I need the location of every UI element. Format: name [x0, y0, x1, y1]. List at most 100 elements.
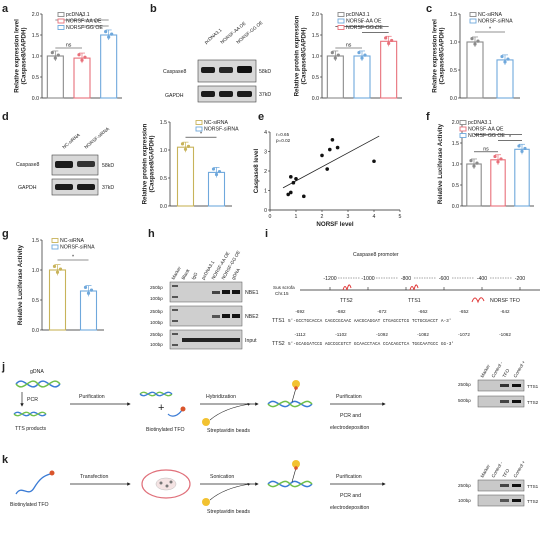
y-tick-label: 2.0 — [32, 12, 39, 18]
western-blot-d: NC-siRNA NORSF-siRNA Caspase8 GAPDH 58kD… — [16, 126, 114, 196]
marker-label: 100bp — [150, 296, 163, 301]
data-point — [104, 30, 108, 34]
data-point — [320, 153, 324, 158]
row-label: NBE1 — [245, 290, 259, 296]
step-label: Purification — [336, 474, 362, 480]
lane-label: gDNA — [231, 267, 242, 281]
position-label: -642 — [500, 309, 510, 314]
step-label: Transfection — [80, 474, 108, 480]
scale-label: -200 — [515, 276, 525, 282]
western-blot-b: pcDNA3.1 NORSF-AA OE NORSF-GG OE Caspase… — [163, 20, 271, 103]
svg-text:100bp: 100bp — [458, 498, 471, 503]
legend-label: NORSF-AA OE — [66, 19, 102, 25]
y-tick-label: 1.5 — [450, 12, 457, 18]
sig-label: * — [200, 132, 202, 138]
data-point — [211, 167, 216, 171]
sig-label: * — [72, 255, 74, 261]
data-point — [183, 147, 188, 151]
legend-swatch — [51, 244, 59, 250]
data-point — [523, 146, 527, 151]
step-label: electrodeposition — [330, 505, 369, 511]
sig-label: * — [374, 27, 376, 33]
lane-label: IgG — [191, 271, 199, 280]
step-label: TTS products — [15, 426, 47, 432]
band-label: GAPDH — [18, 185, 37, 191]
y-tick-label: 2.0 — [312, 12, 319, 18]
promoter-title: Caspase8 promoter — [353, 252, 399, 258]
data-point — [387, 41, 391, 46]
blot-band — [55, 161, 73, 168]
svg-text:+: + — [158, 402, 164, 414]
panel-letter-e: e — [258, 111, 264, 123]
y-tick-label: 1.0 — [32, 54, 39, 60]
panel-letter-i: i — [265, 228, 268, 240]
chrom-label: Sus scrofa — [273, 285, 295, 290]
legend-label: NORSF-AA OE — [468, 127, 504, 133]
position-label: -692 — [295, 309, 305, 314]
position-label: -652 — [459, 309, 469, 314]
y-tick-label: 0.5 — [32, 298, 39, 304]
bar — [79, 290, 98, 331]
y-tick-label: 2.0 — [452, 120, 459, 126]
step-label: Biotinylated TFO — [10, 502, 49, 508]
x-axis-label: NORSF level — [316, 221, 353, 228]
svg-text:Marker: Marker — [480, 463, 492, 478]
band-label: Caspase8 — [163, 69, 186, 75]
workflow-k: Biotinylated TFO Transfection Sonication… — [10, 459, 539, 515]
gel-row — [169, 281, 243, 303]
band-label: GAPDH — [165, 93, 184, 99]
data-point — [289, 190, 293, 195]
scale-label: -800 — [401, 276, 411, 282]
bar — [48, 269, 67, 331]
kd-label: 58kD — [259, 69, 271, 75]
data-point — [180, 142, 185, 146]
y-tick-label: 0.0 — [452, 204, 459, 210]
data-point — [330, 51, 334, 55]
y-tick-label: 1.0 — [32, 268, 39, 274]
y-axis-label: Relative protein expression — [142, 123, 149, 204]
bar — [466, 163, 482, 207]
legend-label: pcDNA3.1 — [468, 120, 492, 126]
legend-swatch — [195, 126, 203, 132]
legend-swatch — [337, 18, 345, 24]
y-tick-label: 1.5 — [312, 33, 319, 39]
data-point — [363, 53, 367, 57]
data-point — [469, 159, 473, 163]
svg-text:TFO: TFO — [502, 368, 511, 379]
y-axis-label: Caspase8 level — [253, 149, 260, 194]
data-point — [496, 160, 500, 164]
site-label: NORSF TFO — [490, 298, 520, 304]
data-point — [357, 51, 361, 55]
marker-label: 250bp — [150, 285, 163, 290]
legend-label: NORSF-AA OE — [346, 19, 382, 25]
bar — [380, 40, 398, 99]
bar — [514, 148, 530, 207]
data-point — [333, 56, 337, 60]
bar — [46, 55, 64, 99]
data-point — [52, 264, 57, 268]
data-point — [517, 144, 521, 148]
position-label: -1072 — [458, 332, 470, 337]
position-label: -682 — [336, 309, 346, 314]
data-point — [335, 145, 340, 150]
legend-label: NORSF-GG OE — [468, 133, 505, 139]
svg-text:Control +: Control + — [513, 359, 527, 378]
y-tick-label: 2 — [264, 169, 267, 175]
data-point — [476, 39, 480, 43]
data-point — [77, 53, 81, 57]
svg-text:TTS2: TTS2 — [527, 499, 539, 504]
legend-swatch — [57, 25, 65, 30]
tts2-sequence: 5'-GCAGGATCCG AGCCGCGTCT GCAACCTACA CCAC… — [288, 342, 454, 347]
sig-label: * — [489, 27, 491, 33]
y-axis-label: Relative Luciferase Activity — [17, 244, 24, 325]
data-point — [186, 144, 191, 148]
x-tick-label: 3 — [347, 214, 350, 220]
data-point — [520, 149, 524, 153]
y-tick-label: 1.5 — [452, 141, 459, 147]
data-point — [506, 57, 510, 61]
panel-letter-h: h — [148, 228, 155, 240]
svg-text:TTS2: TTS2 — [527, 400, 539, 405]
data-point — [289, 175, 293, 179]
data-point — [214, 172, 219, 177]
y-axis-label: Relative expression level — [14, 19, 21, 93]
